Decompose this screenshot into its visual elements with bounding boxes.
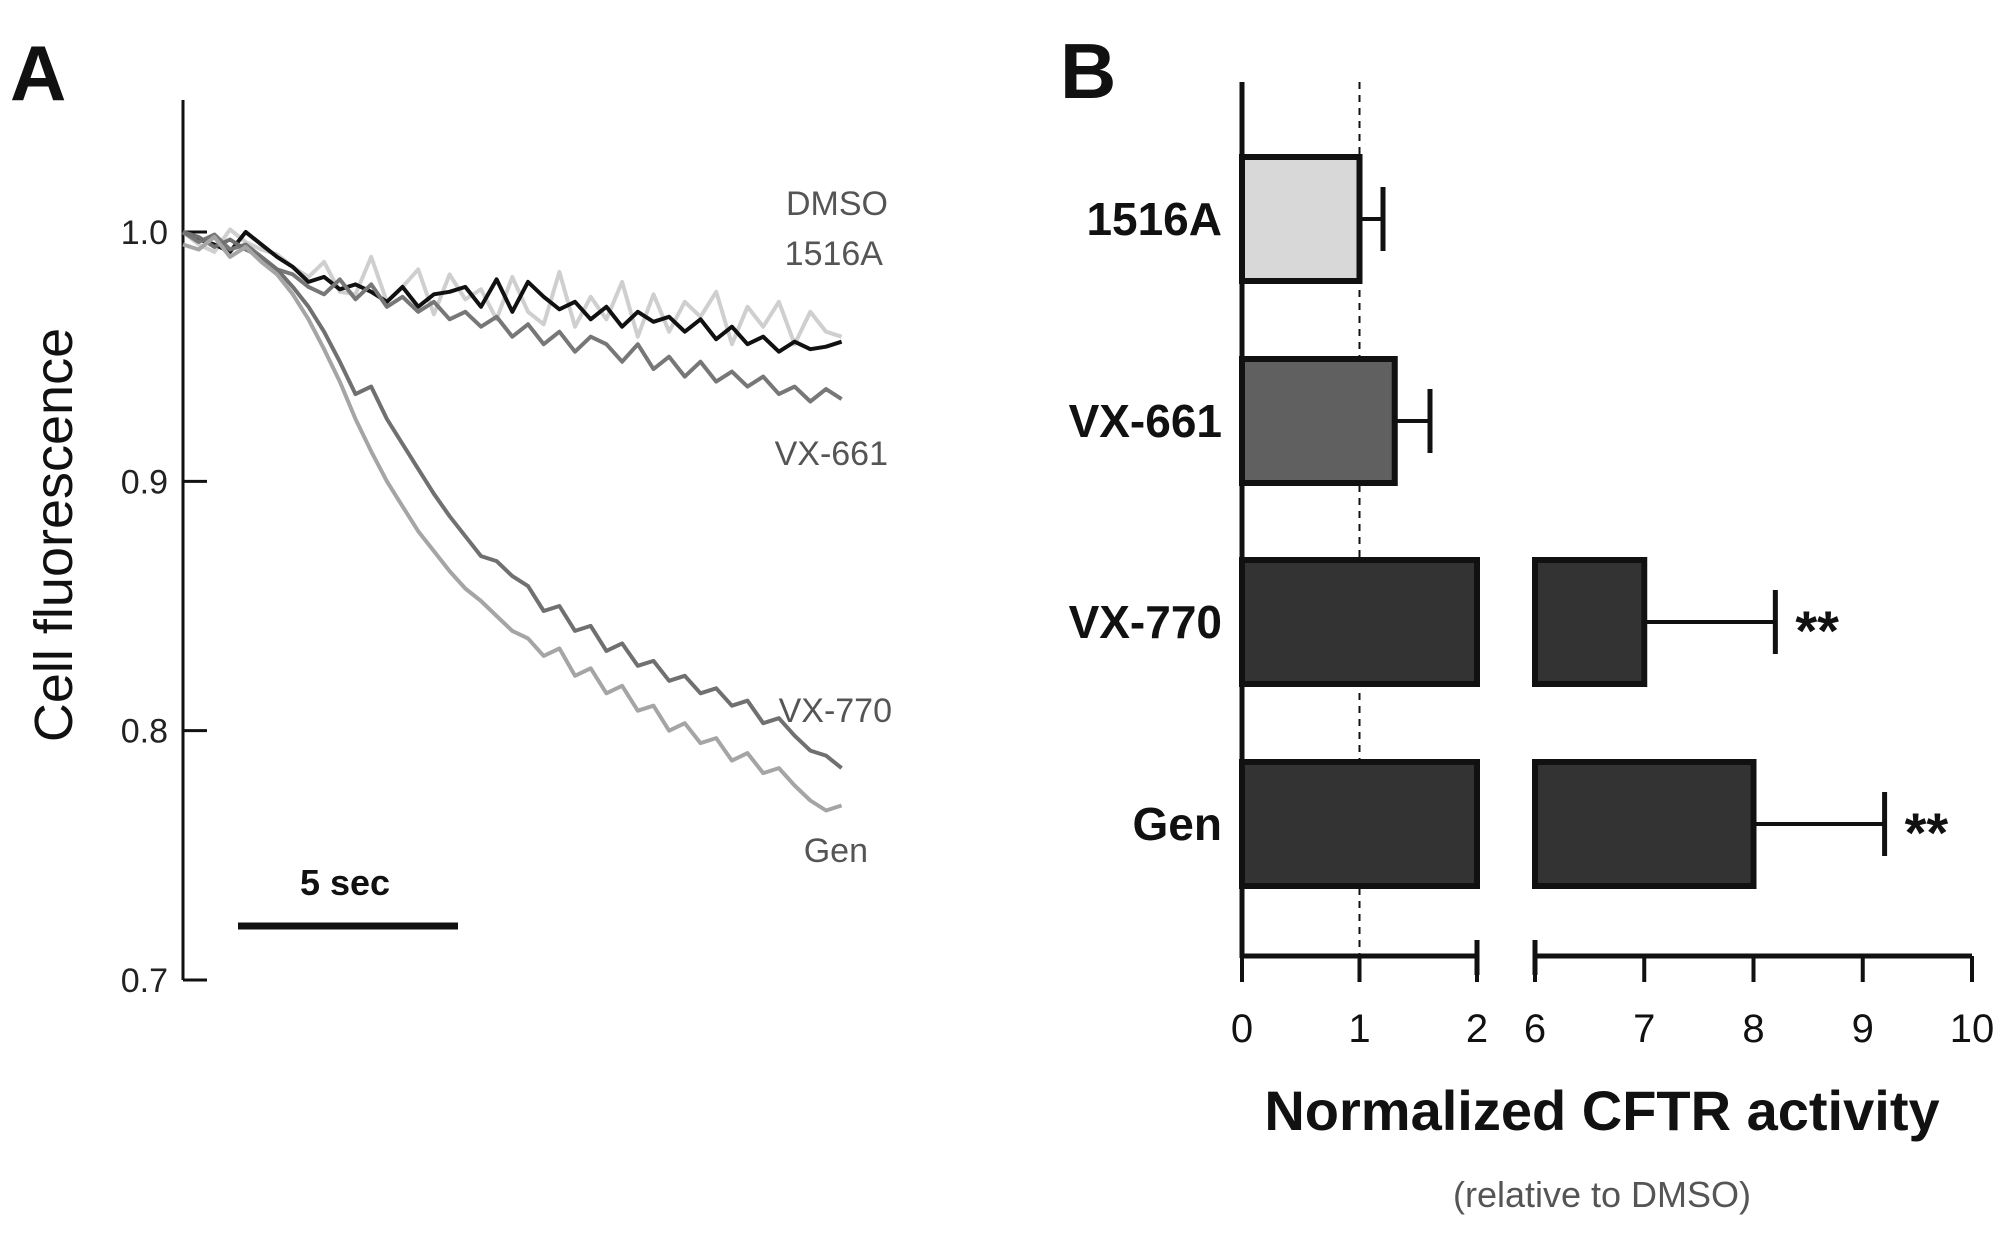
panel-b-x-axis-title: Normalized CFTR activity — [1264, 1079, 1939, 1142]
x-tick-label: 0 — [1231, 1007, 1253, 1051]
x-tick-label: 9 — [1852, 1007, 1874, 1051]
panel-b-bars: ** ** — [1239, 154, 1949, 889]
x-tick-label: 2 — [1466, 1007, 1488, 1051]
category-label-vx661: VX-661 — [1069, 395, 1222, 447]
panel-a-series-labels: DMSO 1516A VX-661 VX-770 Gen — [775, 185, 892, 870]
panel-a-y-axis-title: Cell fluorescence — [24, 328, 84, 742]
panel-a-y-ticks: 0.7 0.8 0.9 1.0 — [121, 214, 207, 1000]
series-line-gen — [182, 235, 843, 813]
bar-gen-right — [1532, 759, 1757, 889]
series-label-1516a: 1516A — [785, 235, 884, 273]
bar-gen-left — [1239, 759, 1480, 889]
panel-a: A Cell fluorescence 0.7 0.8 0.9 1.0 DMSO 15… — [10, 29, 892, 1000]
y-tick-label: 0.8 — [121, 713, 168, 751]
series-label-dmso: DMSO — [786, 185, 888, 223]
panel-a-letter: A — [10, 29, 66, 117]
bar-vx770-right — [1532, 557, 1648, 687]
panel-b-x-axis-subtitle: (relative to DMSO) — [1453, 1174, 1751, 1215]
series-label-vx661: VX-661 — [775, 435, 888, 473]
x-tick-label: 1 — [1348, 1007, 1370, 1051]
significance-gen: ** — [1905, 801, 1949, 864]
series-label-gen: Gen — [804, 832, 868, 870]
y-tick-label: 0.9 — [121, 463, 168, 501]
y-tick-label: 1.0 — [121, 214, 168, 252]
x-tick-label: 6 — [1524, 1007, 1546, 1051]
panel-b-x-ticks: 0 1 2 6 7 8 9 10 — [1231, 940, 1994, 1051]
series-line-vx661 — [181, 230, 843, 404]
series-line-vx770 — [182, 230, 843, 770]
x-tick-label: 7 — [1633, 1007, 1655, 1051]
bar-vx661 — [1239, 356, 1398, 486]
x-tick-label: 10 — [1950, 1007, 1995, 1051]
panel-a-series — [181, 227, 843, 813]
category-label-1516a: 1516A — [1086, 193, 1222, 245]
series-line-dmso — [181, 227, 843, 347]
category-label-gen: Gen — [1133, 798, 1222, 850]
bar-1516a — [1239, 154, 1363, 284]
x-tick-label: 8 — [1742, 1007, 1764, 1051]
y-tick-label: 0.7 — [121, 962, 168, 1000]
bar-vx770-left — [1239, 557, 1480, 687]
panel-b: B 0 1 2 6 7 8 9 10 ** ** 1516A VX-661 VX-770 Gen No… — [1060, 27, 1994, 1215]
series-label-vx770: VX-770 — [779, 692, 892, 730]
scale-bar-label: 5 sec — [300, 862, 390, 903]
series-line-1516a — [182, 230, 843, 354]
panel-b-category-labels: 1516A VX-661 VX-770 Gen — [1069, 193, 1222, 850]
category-label-vx770: VX-770 — [1069, 596, 1222, 648]
significance-vx770: ** — [1795, 599, 1839, 662]
panel-b-letter: B — [1060, 27, 1116, 115]
